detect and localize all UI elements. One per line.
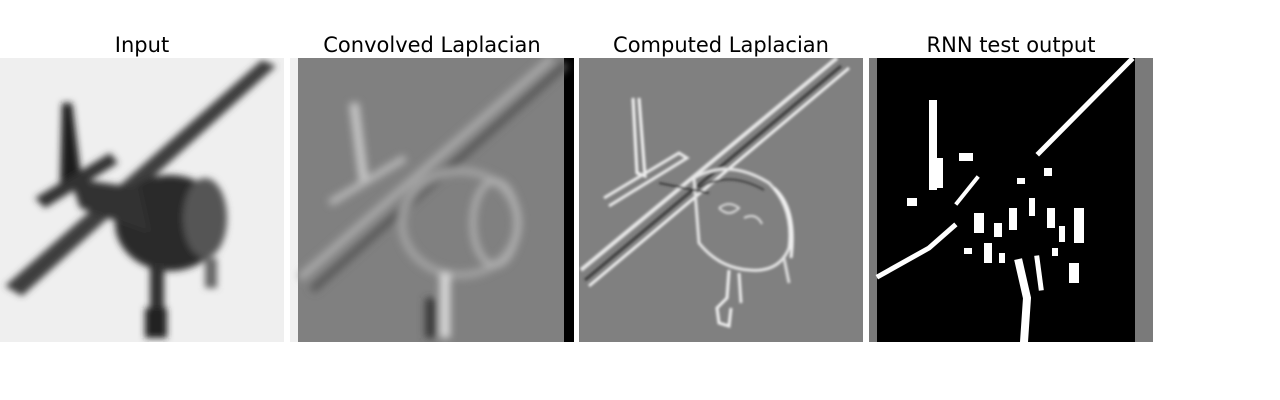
panel-title-input: Input	[114, 33, 170, 57]
panel-input: Input	[0, 0, 284, 342]
panel-title-convolved: Convolved Laplacian	[323, 33, 541, 57]
input-image	[0, 58, 284, 342]
computed-laplacian-image	[579, 58, 863, 342]
panel-title-rnn: RNN test output	[926, 33, 1096, 57]
convolved-laplacian-image	[290, 58, 574, 342]
rnn-output-image	[869, 58, 1153, 342]
panel-title-computed: Computed Laplacian	[613, 33, 829, 57]
panel-convolved: Convolved Laplacian	[290, 0, 574, 342]
panel-computed: Computed Laplacian	[579, 0, 863, 342]
panel-rnn: RNN test output	[869, 0, 1153, 342]
computed-edges	[579, 58, 850, 328]
convolved-edges	[297, 58, 569, 338]
rnn-edges	[875, 58, 1135, 342]
airplane-silhouette	[5, 60, 276, 338]
